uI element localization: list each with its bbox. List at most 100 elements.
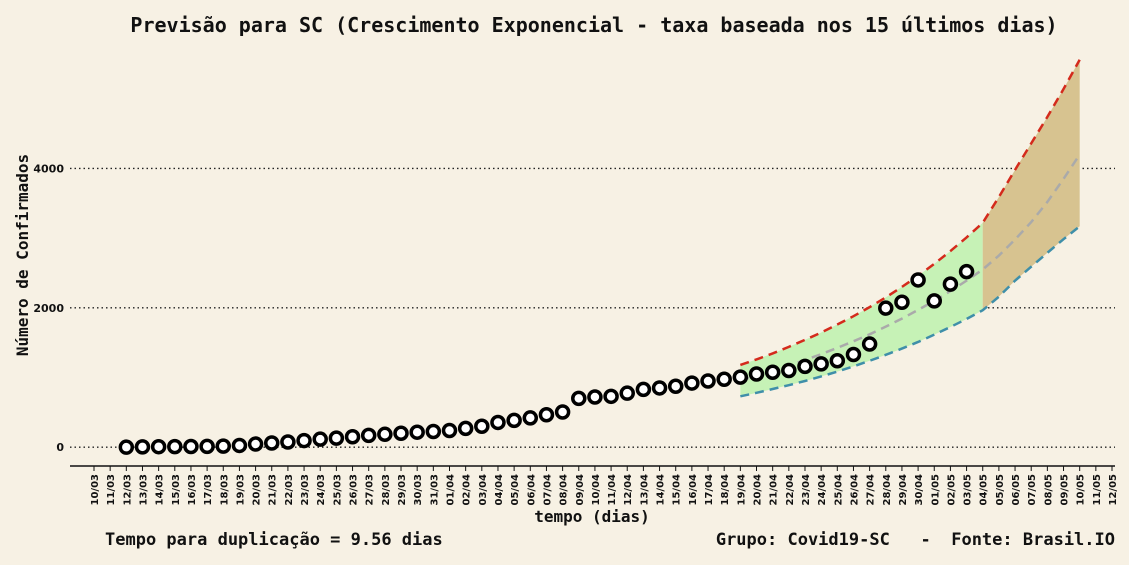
x-tick-label: 24/04 (817, 474, 828, 506)
data-point (377, 426, 393, 443)
x-tick-label: 07/05 (1027, 474, 1038, 506)
data-point (312, 431, 328, 447)
data-point (603, 388, 619, 405)
x-tick-label: 09/05 (1060, 474, 1071, 506)
axes (70, 465, 1115, 471)
x-tick-label: 23/04 (801, 474, 812, 506)
upper-bound-line (739, 59, 1081, 367)
x-tick-label: 20/03 (252, 474, 263, 506)
y-tick-label: 2000 (33, 302, 64, 315)
data-point (231, 437, 248, 454)
data-point (393, 425, 409, 441)
data-point (474, 418, 490, 435)
x-tick-label: 22/04 (785, 474, 796, 506)
data-point (167, 438, 183, 455)
x-tick-label: 12/03 (122, 474, 133, 506)
data-point (619, 385, 635, 401)
chart-title: Previsão para SC (Crescimento Exponencia… (130, 13, 1057, 37)
data-point (651, 380, 668, 396)
x-tick-label: 06/04 (526, 474, 537, 506)
data-point (522, 410, 539, 426)
x-tick-label: 16/04 (688, 474, 699, 506)
data-point (926, 293, 943, 309)
central-forecast-line (740, 153, 1081, 382)
x-tick-label: 10/04 (591, 474, 602, 506)
x-tick-label: 24/03 (316, 474, 327, 506)
data-point (150, 438, 167, 455)
x-tick-label: 15/03 (171, 474, 182, 506)
y-tick-label: 0 (56, 441, 64, 454)
x-tick-label: 09/04 (575, 474, 586, 506)
x-tick-label: 03/05 (963, 474, 974, 506)
confidence-band-future (982, 59, 1080, 311)
x-tick-label: 13/04 (639, 474, 650, 506)
data-point (797, 358, 813, 375)
x-tick-label: 26/03 (349, 474, 360, 506)
data-point (296, 432, 312, 449)
x-tick-label: 11/03 (106, 474, 117, 506)
data-point (894, 294, 910, 310)
x-tick-label: 17/04 (704, 474, 715, 506)
data-point (344, 428, 361, 445)
x-tick-label: 08/05 (1043, 474, 1054, 506)
x-tick-label: 13/03 (138, 474, 149, 506)
x-tick-label: 25/03 (332, 474, 343, 506)
x-tick-label: 12/05 (1108, 474, 1119, 506)
x-tick-label: 10/05 (1076, 474, 1087, 506)
forecast-lines (739, 59, 1081, 398)
data-point (667, 378, 684, 394)
x-tick-label: 06/05 (1011, 474, 1022, 506)
x-tick-label: 03/04 (478, 474, 489, 506)
x-tick-label: 11/05 (1092, 474, 1103, 506)
x-tick-label: 14/04 (656, 474, 667, 506)
data-point (764, 364, 781, 381)
x-tick-label: 19/04 (736, 474, 747, 506)
data-point (328, 430, 345, 446)
x-tick-label: 04/05 (979, 474, 990, 506)
x-tick-label: 20/04 (753, 474, 764, 506)
data-point (861, 336, 878, 352)
grid-lines (70, 167, 1115, 448)
forecast-bands (740, 59, 1080, 397)
data-point (635, 381, 652, 398)
x-tick-labels: 10/03 11/03 12/03 13/03 14/03 15/03 16/03 17/03… (90, 474, 1119, 506)
x-tick-label: 29/04 (898, 474, 909, 506)
y-tick-label: 4000 (33, 162, 64, 175)
y-tick-labels: 0 2000 4000 (33, 162, 64, 454)
y-axis-title: Número de Confirmados (13, 154, 32, 356)
data-point (134, 439, 151, 455)
x-tick-label: 21/04 (769, 474, 780, 506)
data-point (506, 412, 522, 429)
x-tick-label: 04/04 (494, 474, 505, 506)
data-point (425, 423, 442, 440)
credits-text: Grupo: Covid19-SC - Fonte: Brasil.IO (716, 530, 1115, 550)
x-tick-label: 11/04 (607, 474, 618, 506)
x-tick-label: 10/03 (90, 474, 101, 506)
x-tick-label: 31/03 (429, 474, 440, 506)
x-tick-label: 12/04 (623, 474, 634, 506)
data-point (409, 424, 425, 440)
x-tick-label: 28/03 (381, 474, 392, 506)
x-tick-label: 28/04 (882, 474, 893, 506)
x-tick-label: 22/03 (284, 474, 295, 506)
x-tick-label: 14/03 (155, 474, 166, 506)
x-tick-label: 19/03 (235, 474, 246, 506)
x-tick-label: 27/04 (866, 474, 877, 506)
x-tick-label: 21/03 (268, 474, 279, 506)
x-tick-label: 01/05 (930, 474, 941, 506)
data-point (716, 371, 732, 387)
data-point (118, 439, 135, 455)
x-tick-label: 23/03 (300, 474, 311, 506)
data-point (538, 407, 555, 423)
data-point (280, 434, 296, 450)
x-tick-label: 01/04 (445, 474, 456, 506)
data-point (732, 369, 749, 385)
x-tick-label: 16/03 (187, 474, 198, 506)
x-tick-label: 02/05 (946, 474, 957, 506)
data-point (199, 438, 215, 455)
data-point (554, 404, 571, 420)
x-tick-label: 15/04 (672, 474, 683, 506)
x-tick-label: 18/03 (219, 474, 230, 506)
data-point (684, 375, 700, 391)
data-point (829, 353, 846, 369)
